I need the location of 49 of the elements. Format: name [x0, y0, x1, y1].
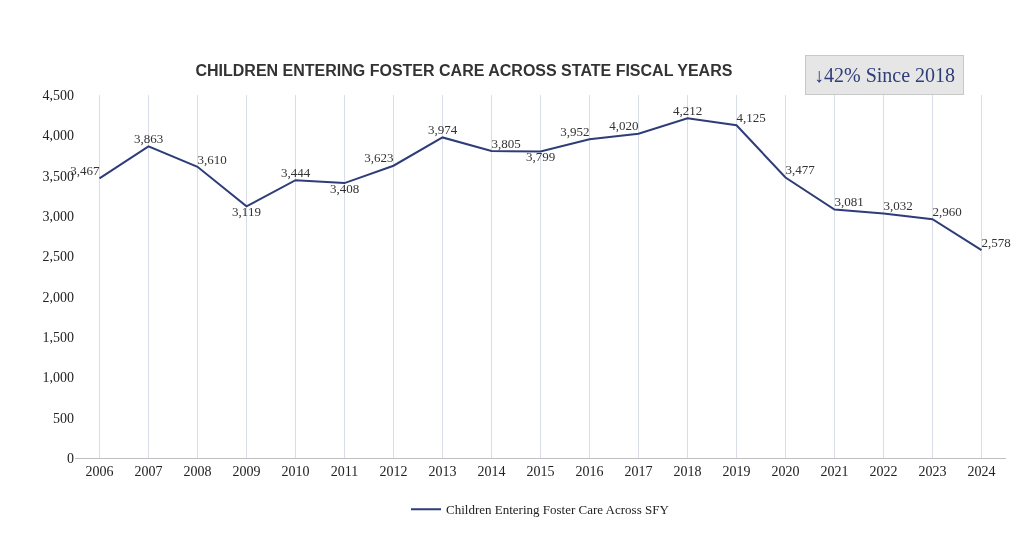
- data-label: 3,032: [883, 198, 913, 214]
- data-label: 2,578: [981, 234, 1011, 250]
- y-tick-label: 4,000: [42, 128, 74, 144]
- data-label: 3,799: [525, 149, 556, 165]
- legend-label: Children Entering Foster Care Across SFY: [446, 502, 670, 518]
- x-tick-label: 2016: [575, 463, 604, 479]
- data-label: 3,408: [329, 180, 360, 196]
- x-tick-label: 2010: [281, 463, 310, 479]
- data-label: 4,020: [609, 118, 639, 134]
- x-tick-label: 2014: [477, 463, 506, 479]
- x-tick-label: 2011: [330, 463, 359, 479]
- x-tick-label: 2021: [820, 463, 849, 479]
- data-label: 3,805: [491, 135, 521, 151]
- x-tick-label: 2017: [624, 463, 653, 479]
- y-tick-label: 1,500: [42, 329, 74, 345]
- data-label: 3,081: [834, 194, 864, 210]
- x-tick-label: 2007: [134, 463, 163, 479]
- x-tick-label: 2006: [85, 463, 114, 479]
- data-label: 3,444: [280, 164, 311, 180]
- data-label: 3,623: [364, 150, 394, 166]
- x-tick-label: 2024: [967, 463, 996, 479]
- data-label: 4,125: [736, 110, 766, 125]
- data-label: 3,119: [232, 204, 261, 220]
- x-tick-label: 2018: [673, 463, 702, 479]
- chart-title: CHILDREN ENTERING FOSTER CARE ACROSS STATE FISCAL YEARS: [195, 61, 733, 79]
- data-label: 3,974: [427, 122, 458, 138]
- y-tick-label: 2,000: [42, 289, 74, 305]
- x-tick-label: 2012: [379, 463, 408, 479]
- text: ↓42% Since 2018: [814, 64, 956, 86]
- x-tick-label: 2013: [428, 463, 457, 479]
- y-tick-label: 3,000: [42, 208, 74, 224]
- x-tick-label: 2015: [526, 463, 555, 479]
- x-tick-label: 2020: [771, 463, 800, 479]
- data-label: 4,212: [672, 102, 703, 118]
- data-label: 2,960: [932, 203, 962, 219]
- y-tick-label: 2,500: [42, 249, 74, 265]
- x-tick-label: 2008: [183, 463, 212, 479]
- x-tick-label: 2019: [722, 463, 751, 479]
- data-label: 3,863: [133, 131, 164, 147]
- y-tick-label: 500: [53, 410, 74, 426]
- y-tick-label: 0: [67, 450, 74, 466]
- y-tick-label: 4,500: [42, 87, 74, 103]
- data-label: 3,477: [785, 162, 816, 178]
- y-tick-label: 1,000: [42, 370, 74, 386]
- x-tick-label: 2009: [232, 463, 261, 479]
- data-label: 3,952: [560, 123, 590, 139]
- x-tick-label: 2023: [918, 463, 947, 479]
- x-tick-label: 2022: [869, 463, 898, 479]
- data-label: 3,610: [197, 151, 227, 167]
